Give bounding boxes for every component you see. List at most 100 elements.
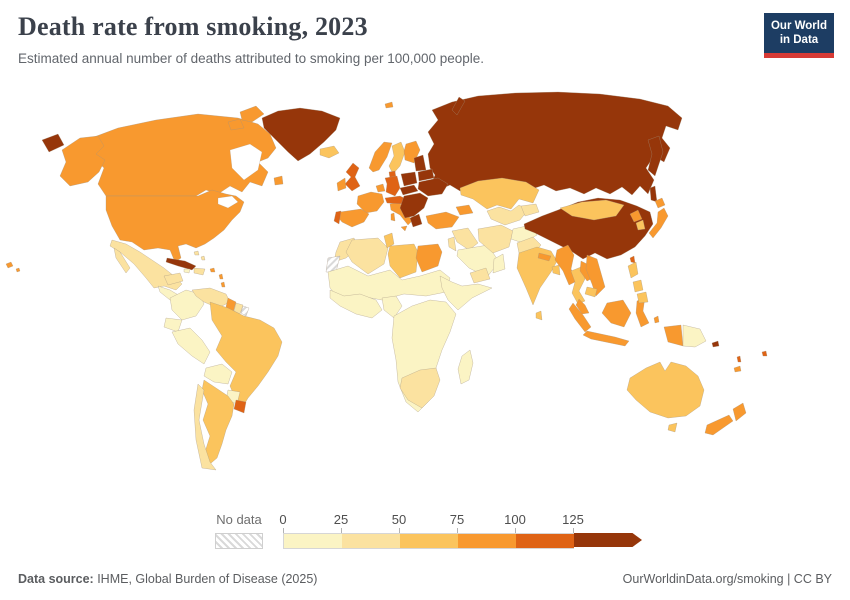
country-belarus[interactable] (417, 168, 435, 182)
country-indonesia[interactable] (653, 315, 660, 324)
country-greenland[interactable] (261, 107, 341, 162)
country-japan[interactable] (648, 207, 669, 239)
country-papua-new-guinea[interactable] (682, 324, 707, 348)
country-philippines[interactable] (632, 279, 644, 293)
country-italy[interactable] (390, 212, 396, 222)
country-mexico[interactable] (109, 239, 183, 291)
country-russia[interactable] (647, 135, 664, 177)
country-russia[interactable] (427, 91, 683, 196)
country-ireland[interactable] (336, 177, 347, 192)
country-argentina[interactable] (201, 379, 235, 465)
country-iran[interactable] (477, 224, 514, 254)
country-new-zealand[interactable] (732, 402, 747, 422)
country-peru[interactable] (171, 327, 211, 365)
country-philippines[interactable] (636, 291, 649, 304)
country-indonesia[interactable] (663, 324, 684, 347)
country-south-africa[interactable] (399, 367, 441, 409)
country-caribbean-islands[interactable] (220, 281, 226, 288)
country-nepal[interactable] (537, 252, 552, 262)
legend-bin-0-25[interactable] (283, 533, 342, 549)
country-cambodia[interactable] (584, 286, 598, 298)
country-new-zealand[interactable] (704, 414, 734, 436)
country-yemen[interactable] (469, 267, 491, 284)
legend-bin-100-125[interactable] (516, 533, 574, 549)
country-oman[interactable] (492, 253, 506, 274)
country-brazil[interactable] (209, 301, 283, 411)
country-madagascar[interactable] (457, 349, 474, 385)
country-indonesia[interactable] (568, 302, 592, 333)
country-poland[interactable] (400, 171, 418, 187)
legend-bin-25-50[interactable] (342, 533, 400, 549)
country-french-guiana[interactable] (240, 305, 250, 317)
country-hispaniola[interactable] (193, 267, 206, 276)
country-cuba[interactable] (165, 257, 197, 271)
country-france[interactable] (356, 191, 385, 214)
country-mexico[interactable] (113, 247, 131, 274)
country-canada[interactable] (85, 113, 277, 197)
country-bahamas[interactable] (193, 250, 200, 256)
country-sahel-sudan[interactable] (327, 265, 451, 301)
country-australia[interactable] (626, 361, 705, 419)
country-libya[interactable] (387, 243, 419, 279)
country-spain[interactable] (336, 208, 370, 228)
country-west-africa[interactable] (329, 289, 383, 319)
country-ukraine[interactable] (417, 177, 449, 197)
country-italy[interactable] (400, 225, 408, 232)
country-baltic-states[interactable] (413, 154, 427, 172)
country-vanuatu[interactable] (736, 355, 742, 363)
country-caucasus[interactable] (455, 204, 474, 216)
country-hungary-balkans[interactable] (399, 192, 429, 219)
country-solomon-islands[interactable] (711, 340, 720, 348)
country-israel-jordan[interactable] (447, 236, 457, 252)
country-turkey[interactable] (425, 211, 460, 230)
country-uruguay[interactable] (233, 399, 247, 414)
country-russia[interactable] (649, 185, 658, 203)
country-philippines[interactable] (627, 261, 639, 279)
country-sri-lanka[interactable] (535, 310, 543, 321)
country-canada[interactable] (227, 118, 245, 131)
country-kyrgyzstan-tajikistan[interactable] (520, 203, 540, 217)
country-bolivia[interactable] (203, 363, 233, 385)
country-egypt[interactable] (415, 243, 443, 273)
country-taiwan[interactable] (629, 255, 636, 264)
country-fiji[interactable] (761, 350, 768, 357)
country-russia[interactable] (451, 96, 466, 116)
country-indonesia[interactable] (582, 330, 630, 347)
country-bahamas[interactable] (200, 255, 206, 261)
country-mexico[interactable] (163, 272, 184, 286)
country-canada[interactable] (239, 105, 265, 123)
country-united-kingdom[interactable] (344, 162, 361, 192)
country-indonesia[interactable] (601, 299, 632, 328)
legend-bin-75-100[interactable] (458, 533, 516, 549)
owid-logo[interactable]: Our World in Data (764, 13, 834, 58)
country-india[interactable] (516, 246, 558, 306)
country-jamaica[interactable] (183, 268, 191, 274)
country-norway[interactable] (368, 141, 393, 173)
country-kazakhstan[interactable] (459, 177, 540, 210)
country-sweden[interactable] (388, 141, 406, 175)
country-china[interactable] (523, 197, 654, 260)
country-north-korea[interactable] (629, 209, 643, 223)
country-russia[interactable] (41, 133, 65, 153)
country-algeria[interactable] (345, 237, 389, 275)
country-horn-of-africa[interactable] (439, 275, 493, 311)
country-portugal[interactable] (333, 210, 342, 225)
country-svalbard[interactable] (384, 101, 394, 109)
country-greece[interactable] (409, 213, 423, 228)
country-mongolia[interactable] (559, 199, 625, 221)
country-benelux[interactable] (375, 183, 386, 193)
country-australia[interactable] (667, 422, 678, 433)
country-bangladesh[interactable] (551, 264, 561, 276)
country-new-caledonia[interactable] (733, 365, 742, 373)
legend-bin-125+[interactable] (574, 533, 642, 547)
country-united-states[interactable] (59, 135, 106, 187)
country-ecuador[interactable] (163, 317, 183, 333)
legend-no-data[interactable]: No data (215, 512, 263, 549)
country-iceland[interactable] (319, 145, 340, 159)
country-caribbean-islands[interactable] (218, 273, 224, 280)
country-germany[interactable] (384, 175, 401, 197)
country-syria-iraq[interactable] (451, 227, 479, 251)
country-canada[interactable] (273, 175, 284, 186)
country-united-states[interactable] (105, 189, 245, 263)
country-caribbean-islands[interactable] (209, 267, 216, 273)
